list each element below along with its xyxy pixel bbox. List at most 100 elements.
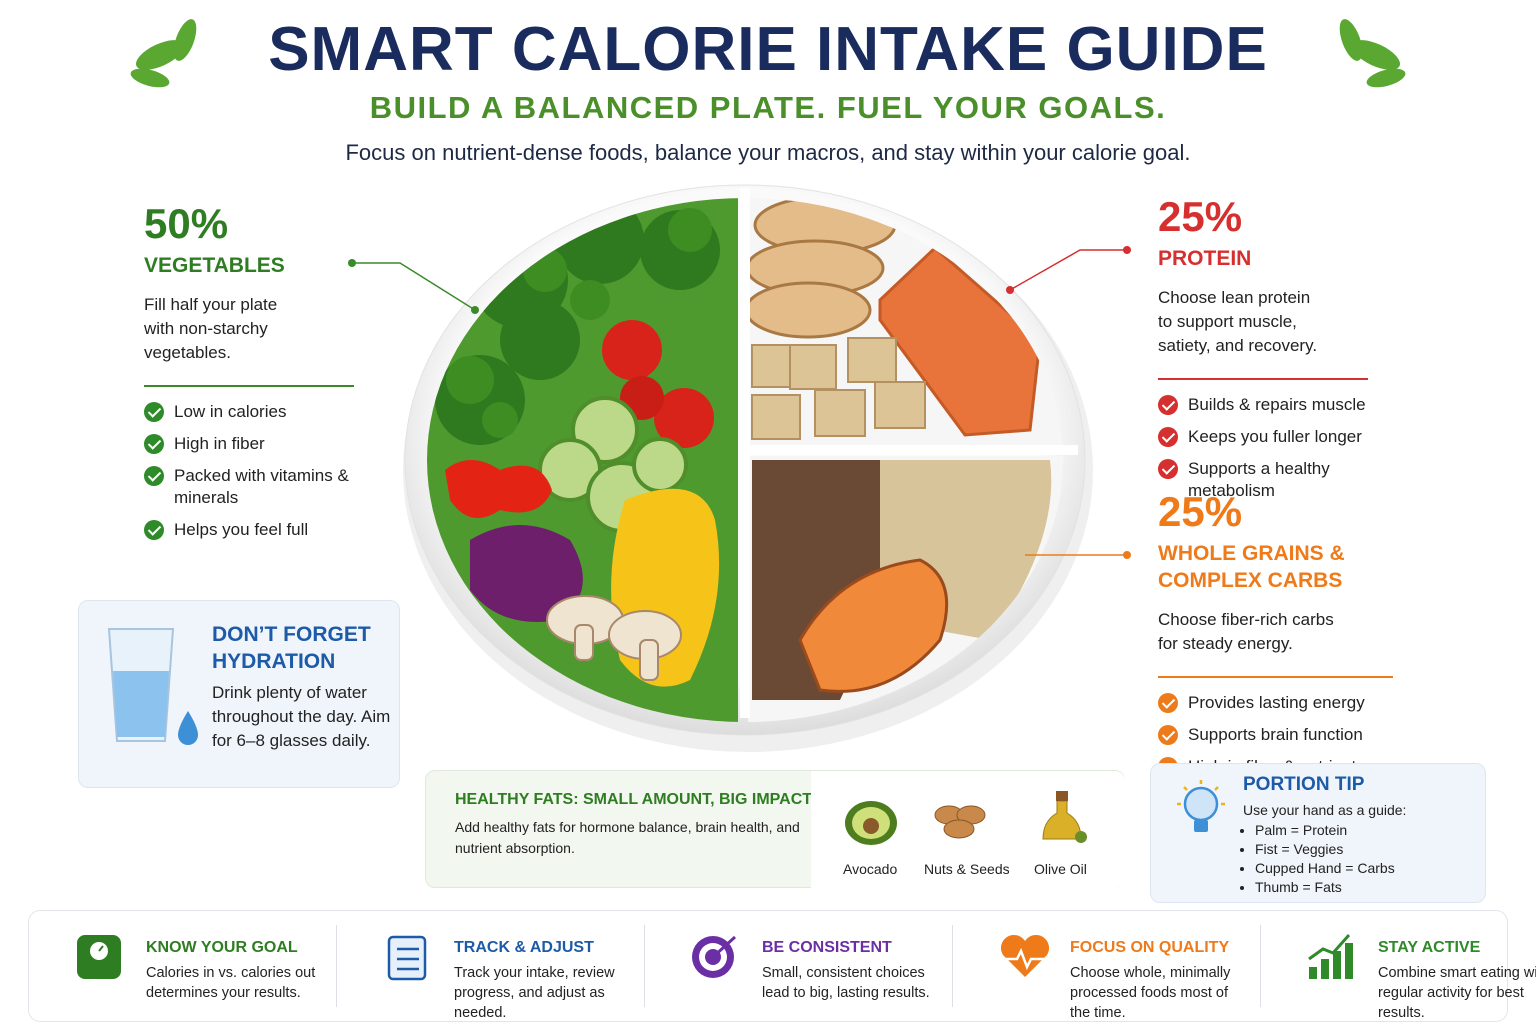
shape [1309, 967, 1317, 979]
bullet-item: Supports brain function [1158, 724, 1393, 746]
shape [1194, 820, 1208, 832]
shape [639, 639, 659, 681]
shape [1009, 249, 1127, 291]
target-icon [692, 935, 737, 978]
shape [1006, 286, 1014, 294]
bullet-item: Helps you feel full [144, 519, 354, 541]
shape [1345, 943, 1353, 979]
shape [744, 281, 872, 339]
hydration-box: DON’T FORGET HYDRATION Drink plenty of w… [78, 600, 400, 788]
shape [1309, 943, 1353, 979]
water-glass-icon [107, 628, 198, 745]
shape [574, 624, 594, 661]
fat-item: Olive Oil [1034, 861, 1087, 877]
shape [744, 198, 897, 339]
shape [751, 337, 926, 440]
tip-title: STAY ACTIVE [1378, 939, 1481, 956]
shape [1123, 246, 1131, 254]
shape [352, 262, 476, 311]
label: VEGETABLES [144, 254, 285, 277]
percent: 25% [1158, 488, 1243, 535]
percent: 25% [1158, 193, 1243, 240]
shape [814, 389, 866, 437]
fats-box: HEALTHY FATS: SMALL AMOUNT, BIG IMPACT A… [425, 770, 1125, 888]
shape [397, 947, 419, 971]
shape [1056, 791, 1068, 801]
bullet-list: Low in calories High in fiber Packed with … [144, 401, 354, 541]
shape [1075, 831, 1087, 843]
shape [934, 805, 986, 839]
tip-text: Choose whole, minimally processed foods … [1070, 965, 1231, 1021]
shape [847, 337, 897, 383]
portion-title: PORTION TIP [1243, 774, 1365, 795]
portion-box: PORTION TIP Use your hand as a guide: Pa… [1150, 763, 1486, 903]
tip-text: Calories in vs. calories out determines … [146, 965, 316, 1001]
shape [471, 306, 479, 314]
bullet-text: Helps you feel full [174, 520, 309, 539]
tip: FOCUS ON QUALITY Choose whole, minimally… [953, 925, 1261, 1021]
bullet-item: Builds & repairs muscle [1158, 394, 1368, 416]
fats-title: HEALTHY FATS: SMALL AMOUNT, BIG IMPACT [455, 791, 813, 808]
bullet-text: Packed with vitamins & minerals [174, 466, 349, 507]
shape [1321, 959, 1329, 979]
shape [654, 388, 714, 448]
portion-item: Palm = Protein [1255, 821, 1395, 840]
check-icon [144, 466, 164, 486]
vegetables-section: 50% VEGETABLES Fill half your plate with… [144, 200, 354, 551]
label: WHOLE GRAINS & COMPLEX CARBS [1158, 542, 1345, 592]
shape [798, 558, 949, 693]
shape [1005, 947, 1045, 971]
shape [863, 818, 879, 834]
shape [445, 460, 552, 518]
tagline: Focus on nutrient-dense foods, balance y… [345, 140, 1191, 165]
shape [348, 259, 356, 267]
tip: STAY ACTIVE Combine smart eating with re… [1261, 925, 1536, 1021]
fat-item: Nuts & Seeds [924, 861, 1010, 877]
fat-item: Avocado [843, 861, 898, 877]
check-icon [1158, 427, 1178, 447]
bullet-text: Builds & repairs muscle [1188, 395, 1366, 414]
bullet-text: Keeps you fuller longer [1188, 427, 1362, 446]
check-icon [1158, 459, 1178, 479]
description: Choose lean protein to support muscle, s… [1158, 288, 1318, 355]
shape [482, 402, 518, 438]
hydration-text: Drink plenty of water throughout the day… [212, 683, 391, 750]
percent: 50% [144, 200, 229, 247]
shape [1308, 934, 1351, 961]
shape [874, 381, 926, 429]
shape [546, 595, 682, 681]
shape [668, 208, 712, 252]
shape [1333, 951, 1341, 979]
subtitle: BUILD A BALANCED PLATE. FUEL YOUR GOALS. [369, 90, 1167, 125]
shape [1042, 800, 1082, 840]
shape [570, 280, 610, 320]
description: Fill half your plate with non-starchy ve… [144, 295, 278, 362]
divider [1158, 378, 1368, 380]
check-icon [1158, 725, 1178, 745]
shape [446, 208, 712, 438]
shape [1123, 551, 1131, 559]
shape [602, 320, 662, 380]
tip-title: TRACK & ADJUST [454, 939, 594, 956]
scale-icon [77, 935, 121, 979]
tip-text: Combine smart eating with regular activi… [1378, 965, 1536, 1021]
portion-item: Fist = Veggies [1255, 840, 1395, 859]
tips-bar: KNOW YOUR GOAL Calories in vs. calories … [28, 910, 1536, 1022]
portion-item: Cupped Hand = Carbs [1255, 859, 1395, 878]
shape [1351, 40, 1401, 70]
portion-intro: Use your hand as a guide: [1243, 802, 1407, 818]
shape [1177, 780, 1225, 806]
bullet-text: Supports brain function [1188, 725, 1363, 744]
heart-icon [1000, 934, 1050, 977]
divider [1158, 676, 1393, 678]
check-icon [1158, 693, 1178, 713]
grains-section: 25% WHOLE GRAINS & COMPLEX CARBS Choose … [1158, 488, 1393, 788]
tip: TRACK & ADJUST Track your intake, review… [337, 925, 645, 1021]
shape [130, 19, 1406, 88]
shape [711, 935, 737, 959]
check-icon [1158, 395, 1178, 415]
tip: BE CONSISTENT Small, consistent choices … [645, 925, 953, 1007]
shape [470, 525, 583, 622]
description: Choose fiber-rich carbs for steady energ… [1158, 610, 1334, 653]
